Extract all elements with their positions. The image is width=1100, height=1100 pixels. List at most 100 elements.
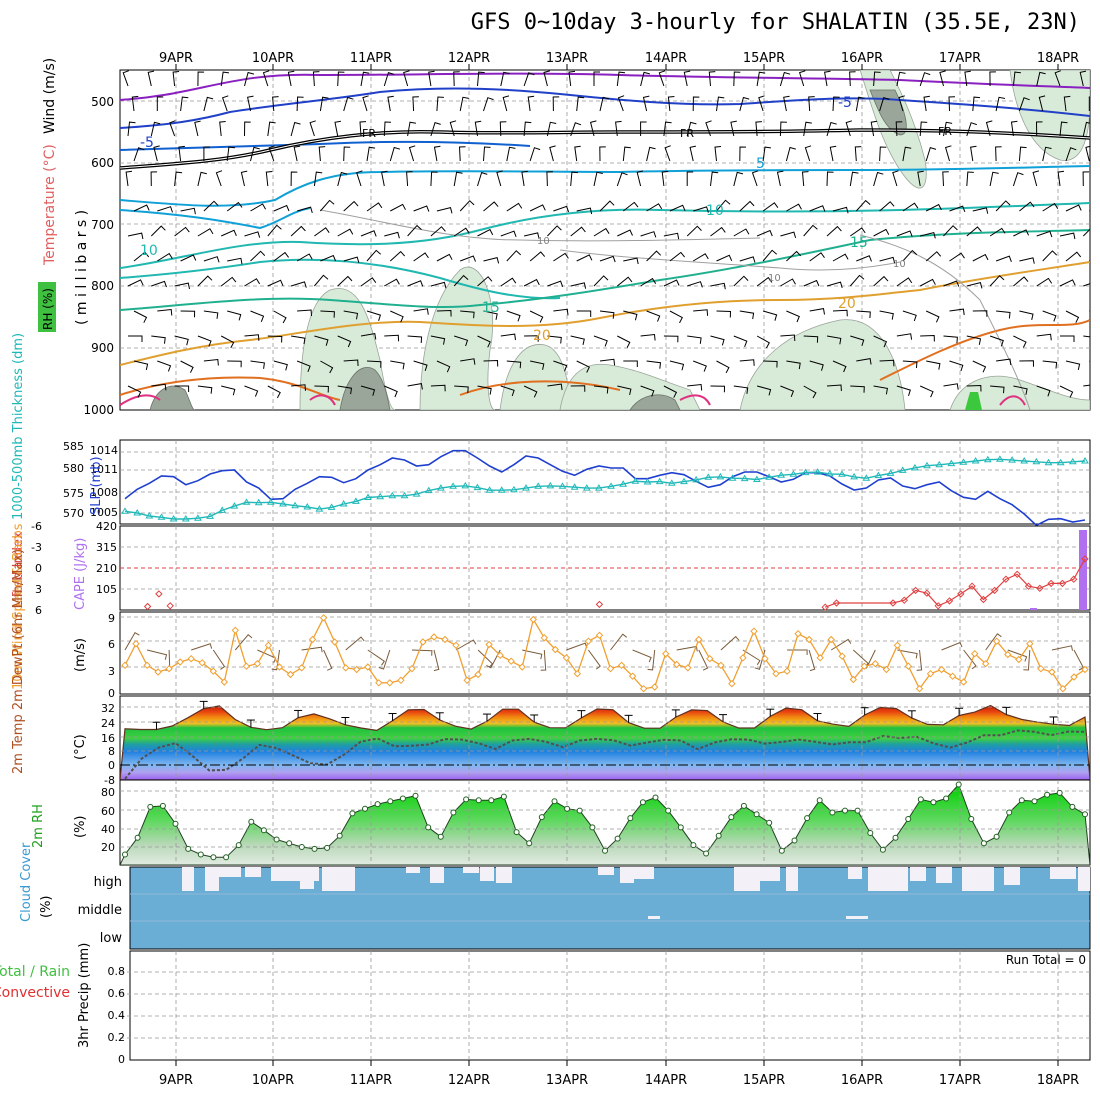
rh2m-point (399, 795, 406, 802)
rh2m-point (1006, 809, 1013, 816)
cloud-gap (463, 867, 479, 873)
wind-barb (733, 335, 748, 347)
wind-point (187, 654, 195, 663)
wind-barb (574, 145, 581, 162)
wind-barb (593, 275, 609, 287)
wind-barb (366, 249, 382, 262)
wind-barb (314, 227, 330, 237)
wind-barb (150, 171, 158, 187)
wind-barb (496, 170, 503, 187)
wind-barb (203, 310, 219, 319)
wind-barb (917, 170, 924, 187)
rh2m-point (210, 854, 217, 861)
rh2m-point (791, 837, 798, 844)
wind-barb (383, 71, 395, 87)
cloud-gap (1078, 867, 1090, 891)
wind-barb (879, 201, 895, 212)
wind-barb (150, 121, 161, 137)
wind-barb (966, 122, 977, 137)
wind-barb (334, 120, 341, 137)
wind-barb (902, 360, 918, 369)
temp-label: 10 (140, 243, 158, 259)
temp2m-grid (120, 696, 1090, 780)
thickness-point (449, 482, 457, 489)
wind-barb (474, 120, 482, 137)
wind-barb (500, 277, 517, 287)
wind-barb (273, 251, 289, 262)
wind-barb (174, 226, 190, 237)
wind-barb (151, 335, 166, 344)
wind-point (871, 659, 880, 668)
li-point (923, 589, 931, 597)
li-point (1002, 575, 1010, 583)
wind-barb (390, 360, 405, 370)
li-point (945, 597, 954, 605)
wind-point (827, 635, 835, 644)
wind-barb (902, 310, 917, 322)
rh2m-point (1056, 789, 1063, 796)
wind-barb (832, 206, 849, 214)
wind-point (639, 684, 648, 693)
wind-barb (622, 146, 631, 162)
wind-barb (1059, 121, 1068, 137)
wind-point (739, 654, 747, 662)
wind-barb (990, 385, 1005, 394)
wind-barb (1036, 385, 1051, 397)
li-point (166, 602, 174, 610)
thickness-point (570, 483, 579, 490)
slp-tick: 1011 (90, 463, 118, 476)
wind-barb (180, 254, 197, 262)
wind10m-barb (963, 649, 977, 670)
rh2m-point (298, 844, 305, 850)
rh2m-point (197, 851, 204, 858)
wind10m-markers (121, 614, 1089, 693)
wind-barb (523, 278, 540, 287)
wind-point (562, 654, 571, 662)
thickness-point (230, 502, 239, 509)
millibars-axis-label: ( m i l l i b a r s ) (74, 210, 90, 325)
wind-barb (483, 310, 498, 320)
wind-barb (343, 256, 360, 264)
wind-barb (529, 360, 545, 370)
wind-barb (430, 121, 441, 137)
wind-point (253, 659, 262, 668)
wind-barb (290, 281, 307, 288)
wind-barb (1013, 229, 1030, 237)
bottom-date-label: 10APR (252, 1073, 294, 1088)
wind-barb (925, 146, 937, 162)
wind-barb (407, 224, 422, 237)
wind-barb (902, 202, 919, 212)
rh2m-point (842, 807, 848, 814)
rh2m-point (500, 793, 507, 800)
temperature-axis-label: Temperature (°C) (42, 144, 58, 266)
wind-barb (343, 146, 351, 162)
thickness-point (1032, 457, 1041, 465)
wind10m-barb (985, 633, 1002, 651)
wind10m-barb (698, 649, 709, 671)
wind-point (529, 615, 538, 624)
rh2m-units-label: (%) (73, 816, 88, 839)
slp-ticks: 1014 1011 1008 1005 (90, 444, 118, 519)
chart-title: GFS 0~10day 3-hourly for SHALATIN (35.5E… (470, 10, 1080, 35)
wind-barb (599, 255, 616, 263)
slp-tick: 1008 (90, 486, 118, 499)
wind-barb (267, 279, 284, 287)
bottom-date-label: 17APR (939, 1073, 981, 1088)
wind10m-barb (433, 649, 440, 672)
rh2m-point (235, 842, 242, 849)
wind-barb (1019, 360, 1034, 367)
wind-barb (570, 122, 582, 137)
wind-point (242, 662, 251, 670)
wind-barb (499, 121, 507, 137)
rh2m-grid (120, 780, 1090, 865)
wind-barb (640, 385, 655, 397)
rh2m-point (980, 840, 987, 847)
wind-barb (500, 333, 516, 341)
wind-barb (226, 146, 235, 162)
wind-barb (384, 278, 400, 287)
wind-barb (623, 310, 638, 321)
wind-barb (617, 335, 631, 348)
precip-total-label: Total / Rain (0, 964, 70, 980)
wind-point (121, 661, 129, 670)
wind-barb (576, 360, 590, 373)
